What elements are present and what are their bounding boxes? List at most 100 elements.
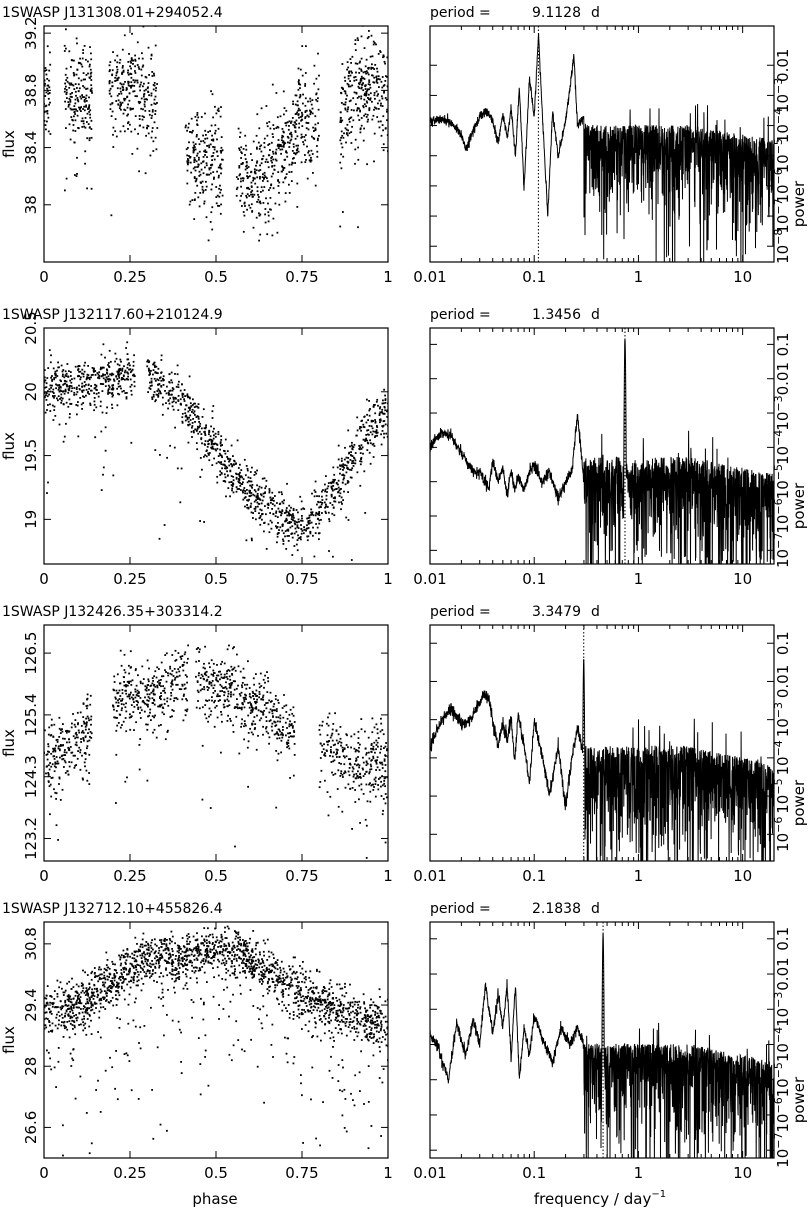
data-point	[244, 205, 246, 207]
data-point	[202, 134, 204, 137]
data-point	[72, 754, 75, 757]
period-title: period = 1.3456 d	[430, 307, 600, 323]
data-point	[104, 378, 107, 381]
data-point	[70, 59, 73, 61]
data-point	[386, 749, 388, 752]
data-point	[277, 143, 279, 146]
data-point	[297, 144, 299, 147]
data-point	[214, 435, 217, 438]
data-point	[284, 520, 286, 523]
data-point	[358, 87, 361, 89]
data-point	[220, 463, 223, 465]
data-point	[109, 373, 111, 376]
data-point	[209, 166, 212, 169]
data-point	[212, 138, 215, 141]
data-point	[215, 678, 217, 681]
data-point	[375, 744, 378, 746]
data-point	[172, 396, 175, 399]
data-point	[246, 177, 249, 179]
data-point	[147, 689, 150, 691]
data-point	[257, 709, 260, 712]
data-point	[183, 693, 185, 696]
data-point	[355, 777, 358, 780]
data-point	[139, 124, 141, 127]
data-point	[98, 375, 101, 377]
data-point	[82, 402, 85, 404]
data-point	[127, 73, 130, 76]
data-point	[101, 383, 103, 385]
data-point	[196, 114, 199, 116]
data-point	[133, 85, 136, 87]
data-point	[375, 739, 378, 742]
data-point	[233, 688, 236, 691]
plot-frame	[429, 327, 775, 565]
data-point	[250, 709, 252, 712]
data-point	[386, 56, 388, 59]
data-point	[375, 432, 378, 434]
data-point	[248, 695, 251, 698]
data-point	[133, 385, 136, 388]
data-point	[217, 455, 220, 457]
data-point	[159, 454, 161, 456]
data-point	[300, 118, 303, 121]
data-point	[368, 757, 371, 760]
data-point	[220, 663, 222, 666]
data-point	[289, 720, 291, 723]
data-point	[114, 76, 117, 79]
data-point	[319, 733, 322, 736]
data-point	[88, 139, 91, 142]
data-point	[132, 711, 135, 713]
data-point	[72, 119, 74, 122]
data-point	[365, 824, 368, 827]
data-point	[56, 375, 59, 377]
data-point	[132, 697, 135, 700]
data-point	[129, 378, 132, 381]
data-point	[371, 74, 374, 77]
data-point	[242, 148, 245, 150]
data-point	[247, 176, 250, 178]
data-point	[281, 134, 284, 137]
data-point	[358, 448, 361, 450]
data-point	[147, 367, 150, 370]
data-point	[384, 80, 387, 82]
data-point	[288, 725, 291, 728]
data-point	[266, 125, 269, 128]
data-point	[371, 731, 374, 734]
data-point	[356, 416, 359, 419]
data-point	[78, 87, 81, 90]
data-point	[341, 750, 344, 753]
data-point	[270, 971, 272, 973]
data-point	[199, 476, 202, 478]
data-point	[236, 488, 239, 490]
data-point	[56, 762, 58, 765]
data-point	[185, 710, 188, 713]
x-tick-label: 0.75	[285, 268, 318, 286]
data-point	[349, 617, 351, 619]
data-point	[82, 1024, 85, 1027]
data-point	[232, 483, 234, 486]
data-point	[158, 682, 161, 685]
data-point	[351, 462, 353, 465]
data-point	[119, 82, 122, 85]
data-point	[79, 370, 82, 373]
data-point	[181, 394, 184, 397]
data-point	[131, 32, 133, 35]
data-point	[337, 479, 340, 482]
data-point	[125, 392, 128, 394]
data-point	[75, 94, 77, 97]
data-point	[127, 372, 130, 375]
data-point	[374, 1026, 376, 1029]
light-curve-panel: 1SWASP J132117.60+210124.90 0.25 0.5 0.75 11…	[0, 307, 393, 619]
data-point	[264, 492, 266, 494]
data-point	[270, 527, 273, 530]
data-point	[93, 392, 95, 395]
data-point	[331, 512, 334, 515]
data-point	[211, 410, 214, 413]
data-point	[196, 184, 199, 187]
data-point	[338, 740, 341, 743]
data-point	[286, 155, 289, 158]
data-point	[125, 396, 128, 398]
data-point	[184, 395, 186, 397]
data-point	[82, 120, 85, 122]
data-point	[175, 401, 177, 404]
